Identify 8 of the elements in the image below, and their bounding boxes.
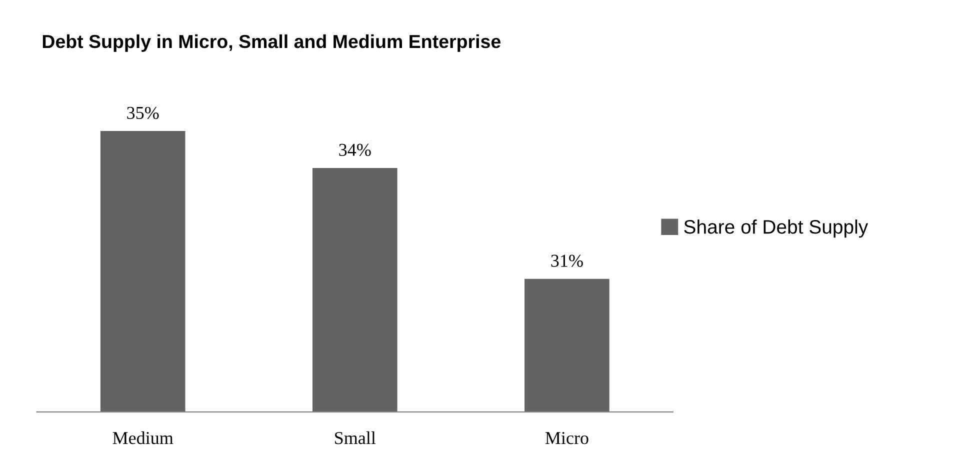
data-label: 31% <box>551 254 583 267</box>
x-tick-label: Small <box>335 431 376 444</box>
x-tick-label: Micro <box>545 432 588 444</box>
x-tick-label: Medium <box>112 431 174 444</box>
chart-title: Debt Supply in Micro, Small and Medium Enterprise <box>42 34 500 52</box>
data-label: 34% <box>339 144 371 156</box>
legend-label: Share of Debt Supply <box>684 219 868 238</box>
data-label: 35% <box>127 106 159 120</box>
